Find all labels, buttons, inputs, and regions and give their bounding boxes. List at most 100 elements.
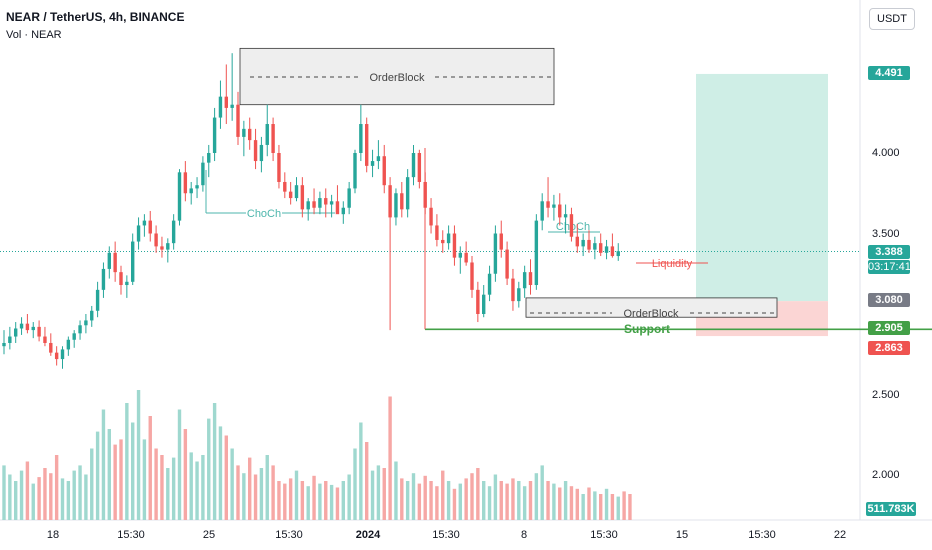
- candle-body: [610, 246, 615, 257]
- candle-body: [148, 220, 152, 234]
- volume-bar: [452, 488, 457, 520]
- candle-body: [259, 144, 264, 162]
- x-tick-label: 25: [202, 529, 216, 541]
- candle-body: [207, 153, 211, 163]
- orderblock-bottom-label: OrderBlock: [623, 308, 679, 320]
- volume-bar: [487, 486, 492, 520]
- take-profit-zone: [696, 73, 828, 302]
- candle-body: [72, 333, 76, 340]
- candle-body: [359, 124, 363, 153]
- candle-body: [563, 214, 568, 218]
- x-tick-label: 15:30: [432, 529, 460, 541]
- volume-bar: [224, 435, 228, 520]
- volume-bar: [201, 455, 205, 520]
- volume-bar: [183, 429, 188, 520]
- candle-body: [136, 225, 141, 242]
- volume-bar: [54, 455, 59, 520]
- volume-bar: [107, 429, 111, 520]
- volume-bar: [125, 403, 129, 520]
- volume-bar: [616, 496, 620, 520]
- volume-bar: [318, 483, 322, 520]
- volume-bar: [558, 487, 562, 520]
- volume-bar: [470, 473, 474, 520]
- choch-left-label-bg: [246, 206, 282, 220]
- candle-body: [288, 191, 293, 199]
- candle-body: [441, 239, 445, 244]
- candle-body: [125, 281, 129, 286]
- volume-bar: [25, 461, 30, 520]
- candle-body: [604, 246, 609, 253]
- candle-body: [212, 117, 217, 153]
- candle-body: [201, 162, 205, 186]
- volume-bar: [540, 465, 544, 520]
- candle-body: [370, 161, 375, 166]
- candle-body: [265, 124, 269, 145]
- volume-bar: [218, 426, 223, 520]
- y-tick-label: 2.000: [872, 469, 900, 481]
- volume-bar: [171, 457, 176, 520]
- candle-body: [14, 328, 18, 337]
- volume-bar: [148, 416, 152, 520]
- choch-left-label: ChoCh: [247, 208, 281, 220]
- volume-bar: [464, 478, 468, 520]
- volume-bar: [306, 486, 310, 520]
- candle-body: [411, 153, 416, 178]
- volume-bar: [563, 481, 568, 520]
- volume-bar: [458, 483, 462, 520]
- volume-bar: [522, 486, 527, 520]
- candle-body: [581, 239, 585, 247]
- candle-body: [189, 188, 193, 194]
- candle-body: [230, 104, 234, 108]
- candle-body: [195, 185, 199, 189]
- volume-bar: [382, 468, 386, 520]
- candle-body: [575, 236, 579, 247]
- candle-body: [341, 207, 345, 215]
- volume-bar: [359, 422, 363, 520]
- currency-button[interactable]: USDT: [869, 8, 915, 30]
- volume-value-tag: 511.783K: [866, 502, 916, 516]
- candle-body: [312, 201, 316, 208]
- candle-body: [84, 320, 88, 326]
- volume-bar: [546, 481, 550, 520]
- candle-body: [499, 233, 503, 250]
- candle-body: [476, 289, 480, 314]
- volume-bar: [195, 461, 199, 520]
- candle-body: [446, 233, 451, 244]
- volume-bar: [423, 475, 427, 520]
- volume-bar: [599, 494, 603, 520]
- candle-body: [569, 214, 574, 237]
- volume-bar: [37, 477, 41, 520]
- candle-body: [324, 198, 328, 205]
- candle-body: [318, 198, 322, 208]
- candle-body: [365, 124, 369, 166]
- volume-bar: [505, 483, 509, 520]
- candle-body: [2, 342, 6, 347]
- volume-bar: [14, 481, 18, 520]
- candle-body: [388, 185, 392, 218]
- candle-body: [429, 207, 433, 226]
- volume-bar: [84, 474, 88, 520]
- orderblock-bottom-box: [525, 297, 778, 318]
- volume-bar: [394, 461, 398, 520]
- candle-body: [37, 326, 41, 337]
- take-profit-price-tag: 4.491: [868, 66, 910, 80]
- candle-body: [154, 233, 158, 247]
- volume-bar: [569, 486, 574, 520]
- volume-bar: [353, 448, 357, 520]
- volume-bar: [517, 481, 521, 520]
- candle-body: [242, 128, 246, 137]
- volume-bar: [119, 439, 123, 520]
- volume-bar: [604, 488, 609, 520]
- candle-body: [329, 201, 334, 205]
- volume-bar: [283, 483, 287, 520]
- volume-bar: [312, 475, 316, 520]
- x-tick-label: 22: [833, 529, 847, 541]
- candle-body: [511, 278, 515, 302]
- y-tick-label: 3.500: [872, 228, 900, 240]
- volume-bar: [31, 483, 35, 520]
- candle-body: [131, 241, 135, 282]
- volume-bar: [271, 465, 275, 520]
- chart-title: NEAR / TetherUS, 4h, BINANCE: [6, 10, 185, 24]
- candle-body: [417, 153, 422, 182]
